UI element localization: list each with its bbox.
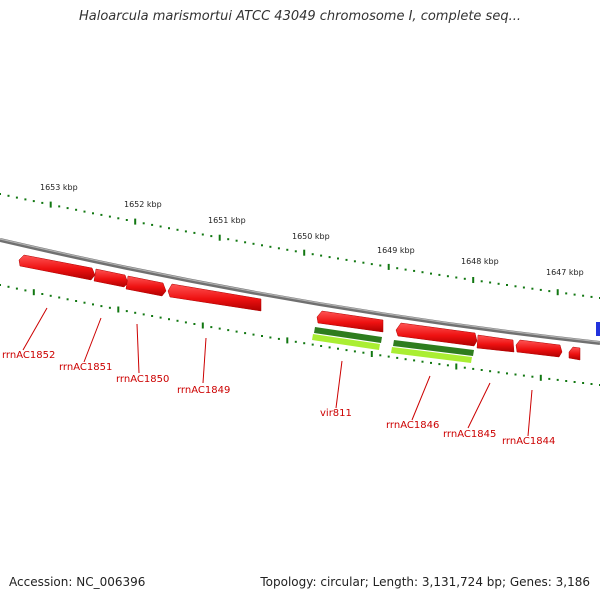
rna-band-2-dark[interactable] bbox=[393, 340, 474, 356]
tick-label-1647: 1647 kbp bbox=[546, 268, 584, 277]
outer-ruler bbox=[0, 193, 600, 299]
gene-rrnAC1852[interactable] bbox=[18, 254, 96, 281]
gene-labels: rrnAC1852 rrnAC1851 rrnAC1850 rrnAC1849 … bbox=[2, 350, 555, 447]
accession-label: Accession: NC_006396 bbox=[9, 575, 146, 589]
chromosome-backbone-highlight bbox=[0, 238, 600, 343]
gene-rrnAC1851[interactable] bbox=[93, 268, 129, 288]
gene-label-rrnAC1849[interactable]: rrnAC1849 bbox=[177, 385, 230, 396]
gene-label-rrnAC1845[interactable]: rrnAC1845 bbox=[443, 429, 496, 440]
rna-band-1-light[interactable] bbox=[312, 334, 380, 350]
inner-ruler bbox=[0, 284, 600, 386]
tick-label-1653: 1653 kbp bbox=[40, 183, 78, 192]
tick-label-1648: 1648 kbp bbox=[461, 257, 499, 266]
gene-rrnAC1849[interactable] bbox=[167, 283, 262, 312]
gene-label-rrnAC1846[interactable]: rrnAC1846 bbox=[386, 420, 439, 431]
tick-label-1651: 1651 kbp bbox=[208, 216, 246, 225]
gene-rrnAC1845[interactable] bbox=[476, 334, 515, 353]
label-leaders bbox=[22, 307, 533, 437]
gene-rrnAC1846[interactable] bbox=[395, 322, 478, 347]
gene-label-vir811[interactable]: vir811 bbox=[320, 408, 352, 419]
gene-small-right[interactable] bbox=[568, 346, 581, 361]
rna-track bbox=[312, 327, 474, 363]
tick-label-1652: 1652 kbp bbox=[124, 200, 162, 209]
gene-rrnAC1844[interactable] bbox=[515, 339, 563, 358]
genome-summary: Topology: circular; Length: 3,131,724 bp… bbox=[260, 575, 590, 589]
ruler-labels: 1653 kbp 1652 kbp 1651 kbp 1650 kbp 1649… bbox=[40, 183, 584, 277]
gene-label-rrnAC1844[interactable]: rrnAC1844 bbox=[502, 436, 555, 447]
rna-band-2-light[interactable] bbox=[391, 347, 472, 363]
gene-label-rrnAC1851[interactable]: rrnAC1851 bbox=[59, 362, 112, 373]
tick-label-1650: 1650 kbp bbox=[292, 232, 330, 241]
map-title: Haloarcula marismortui ATCC 43049 chromo… bbox=[79, 9, 521, 24]
gene-vir811-red[interactable] bbox=[316, 310, 384, 333]
chromosome-backbone bbox=[0, 238, 600, 345]
rna-band-1-dark[interactable] bbox=[314, 327, 382, 343]
gene-track bbox=[18, 254, 581, 361]
blue-feature-marker[interactable] bbox=[596, 322, 600, 336]
tick-label-1649: 1649 kbp bbox=[377, 246, 415, 255]
gene-label-rrnAC1852[interactable]: rrnAC1852 bbox=[2, 350, 55, 361]
gene-label-rrnAC1850[interactable]: rrnAC1850 bbox=[116, 374, 169, 385]
gene-rrnAC1850[interactable] bbox=[125, 275, 167, 297]
